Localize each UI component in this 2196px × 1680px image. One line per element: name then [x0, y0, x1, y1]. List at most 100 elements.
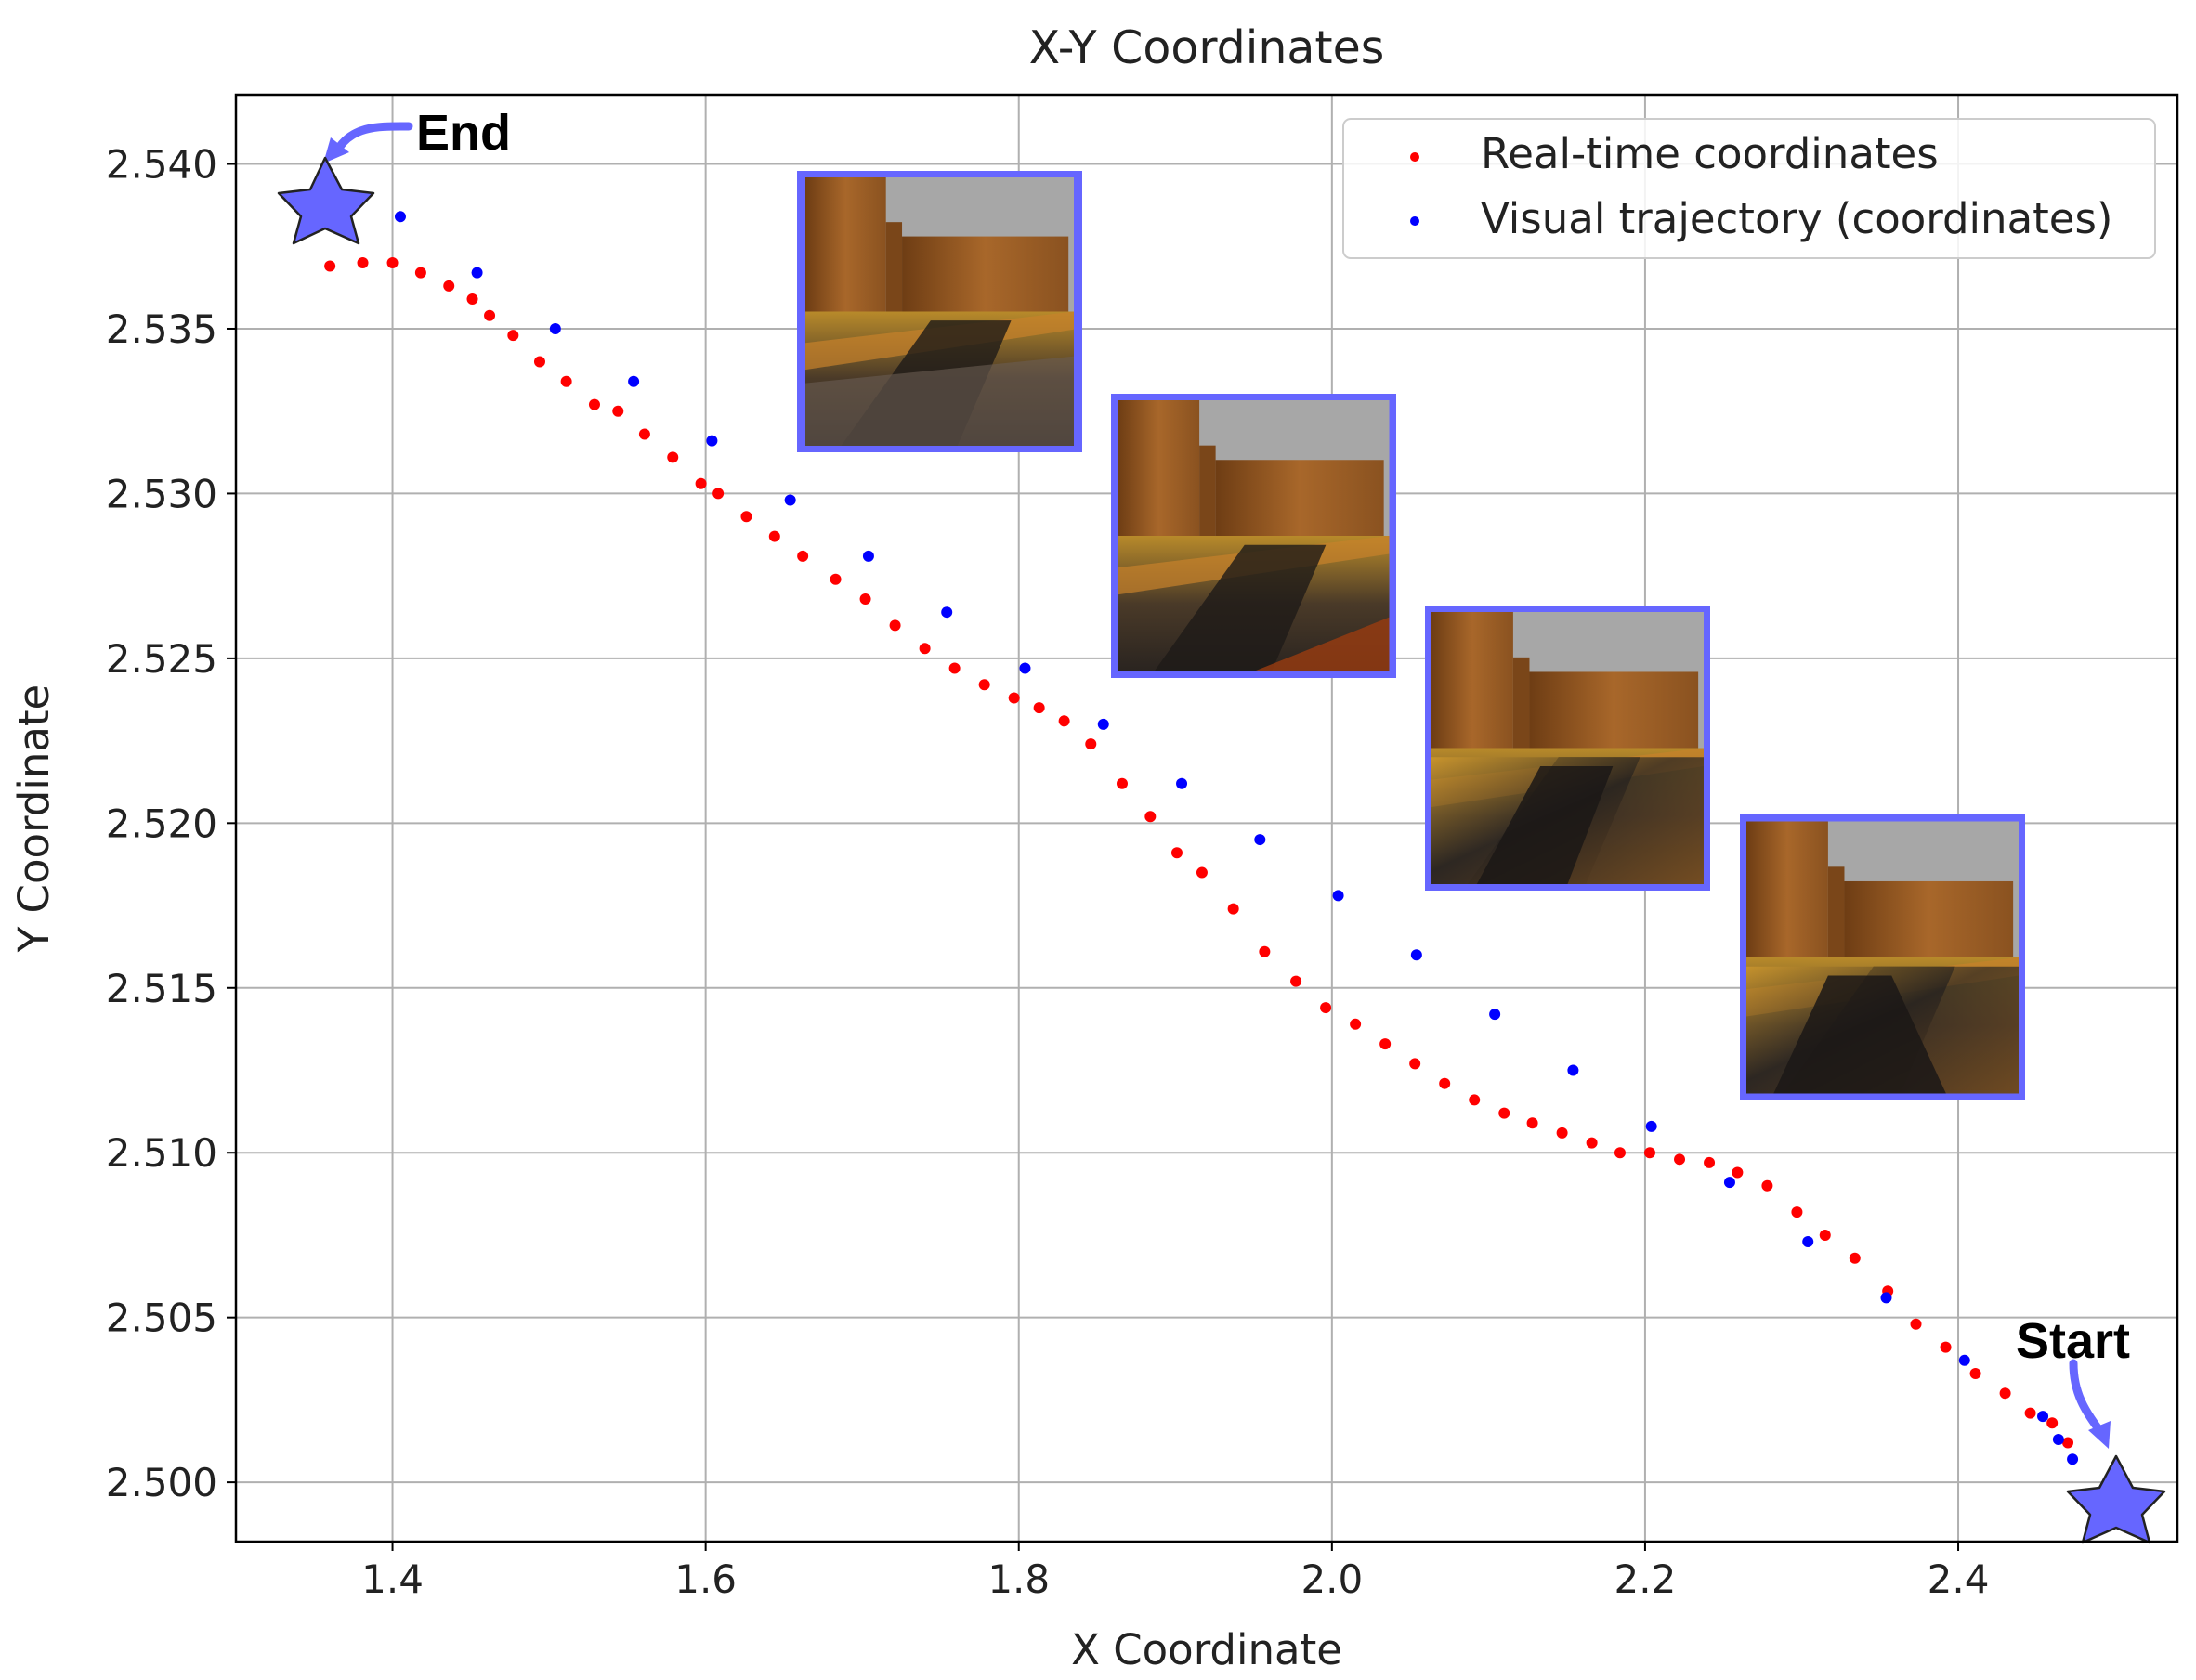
- y-tick-label: 2.500: [106, 1460, 217, 1505]
- realtime-point: [1379, 1038, 1392, 1050]
- visual-point: [706, 435, 718, 447]
- realtime-point: [1320, 1002, 1332, 1014]
- realtime-point: [324, 260, 336, 272]
- x-tick-label: 2.0: [1301, 1556, 1363, 1602]
- realtime-point: [2046, 1417, 2059, 1429]
- realtime-point: [1586, 1137, 1598, 1149]
- y-axis-label: Y Coordinate: [9, 684, 59, 953]
- realtime-point: [978, 679, 990, 691]
- camera-thumbnails: [797, 171, 2025, 1100]
- realtime-point: [667, 451, 679, 463]
- realtime-point: [507, 330, 519, 342]
- realtime-point: [1732, 1166, 1744, 1179]
- realtime-point: [1116, 777, 1128, 789]
- x-axis-label: X Coordinate: [1071, 1625, 1342, 1674]
- visual-point: [1176, 777, 1188, 789]
- y-axis-ticks: 2.500 2.505 2.510 2.515 2.520 2.525 2.530 2.535…: [106, 142, 236, 1505]
- camera-view-1: [797, 171, 1082, 452]
- visual-point: [1332, 890, 1344, 902]
- visual-point: [2067, 1453, 2079, 1465]
- realtime-point: [1674, 1153, 1686, 1166]
- realtime-point: [1704, 1156, 1716, 1168]
- realtime-point: [1439, 1077, 1451, 1089]
- start-arrow: [2069, 1359, 2104, 1435]
- series-realtime: [324, 256, 2074, 1449]
- realtime-point: [1819, 1229, 1831, 1241]
- start-arrowhead: [2088, 1421, 2111, 1449]
- realtime-point: [948, 662, 961, 674]
- realtime-point: [560, 375, 572, 387]
- visual-point: [394, 211, 406, 223]
- x-tick-label: 1.6: [674, 1556, 737, 1602]
- camera-view-4: [1740, 814, 2025, 1100]
- realtime-point: [357, 256, 369, 268]
- end-arrow: [332, 122, 413, 157]
- y-tick-label: 2.510: [106, 1130, 217, 1176]
- y-tick-label: 2.520: [106, 801, 217, 846]
- visual-point: [1645, 1120, 1657, 1132]
- realtime-point: [1469, 1094, 1481, 1106]
- realtime-point: [414, 267, 426, 279]
- end-star-icon: [277, 156, 375, 245]
- visual-point: [471, 267, 483, 279]
- visual-point: [862, 550, 874, 562]
- realtime-point: [1227, 903, 1239, 915]
- realtime-point: [830, 573, 842, 585]
- visual-point: [1802, 1236, 1814, 1248]
- y-tick-label: 2.535: [106, 306, 217, 352]
- visual-point: [1019, 662, 1031, 674]
- visual-point: [1254, 834, 1266, 846]
- realtime-point: [612, 405, 624, 417]
- realtime-point: [1409, 1058, 1421, 1070]
- realtime-point: [1556, 1127, 1568, 1139]
- x-tick-label: 1.8: [987, 1556, 1050, 1602]
- realtime-point: [859, 593, 871, 605]
- realtime-point: [1614, 1147, 1626, 1159]
- x-tick-label: 1.4: [361, 1556, 424, 1602]
- annotations: End Start: [277, 105, 2166, 1544]
- visual-point: [1880, 1292, 1892, 1304]
- realtime-point: [638, 428, 650, 440]
- realtime-point: [740, 511, 752, 523]
- visual-point: [2052, 1433, 2064, 1445]
- visual-point: [1489, 1009, 1501, 1021]
- visual-point: [549, 322, 561, 334]
- realtime-point: [588, 398, 600, 410]
- realtime-point: [1058, 715, 1070, 727]
- visual-point: [628, 375, 640, 387]
- realtime-point: [768, 530, 780, 542]
- end-label: End: [416, 105, 511, 161]
- realtime-point: [1033, 702, 1045, 714]
- realtime-point: [1498, 1107, 1510, 1119]
- start-star-icon: [2066, 1454, 2166, 1544]
- legend-box: [1342, 118, 2156, 259]
- realtime-point: [1085, 738, 1097, 750]
- y-tick-label: 2.540: [106, 142, 217, 188]
- end-marker: End: [277, 105, 511, 245]
- camera-view-3: [1425, 606, 1710, 891]
- realtime-point: [484, 309, 496, 321]
- axes-frame: [234, 93, 2179, 1543]
- realtime-point: [1008, 692, 1020, 704]
- realtime-point: [1940, 1341, 1952, 1353]
- legend-marker-realtime: [1410, 152, 1419, 162]
- start-marker: Start: [2016, 1313, 2166, 1544]
- visual-point: [1567, 1064, 1579, 1076]
- realtime-point: [1259, 945, 1271, 957]
- realtime-point: [1910, 1318, 1922, 1330]
- visual-point: [2037, 1411, 2049, 1423]
- realtime-point: [919, 643, 931, 655]
- visual-point: [1410, 949, 1422, 961]
- realtime-point: [1170, 847, 1183, 859]
- realtime-point: [466, 293, 478, 306]
- realtime-point: [695, 477, 707, 489]
- visual-point: [1723, 1177, 1735, 1189]
- y-tick-label: 2.515: [106, 966, 217, 1011]
- series-visual: [394, 211, 2079, 1465]
- x-tick-label: 2.2: [1614, 1556, 1677, 1602]
- data-series: [324, 211, 2079, 1465]
- end-arrowhead: [323, 137, 349, 163]
- realtime-point: [2024, 1407, 2036, 1419]
- realtime-point: [797, 550, 809, 562]
- realtime-point: [533, 356, 545, 368]
